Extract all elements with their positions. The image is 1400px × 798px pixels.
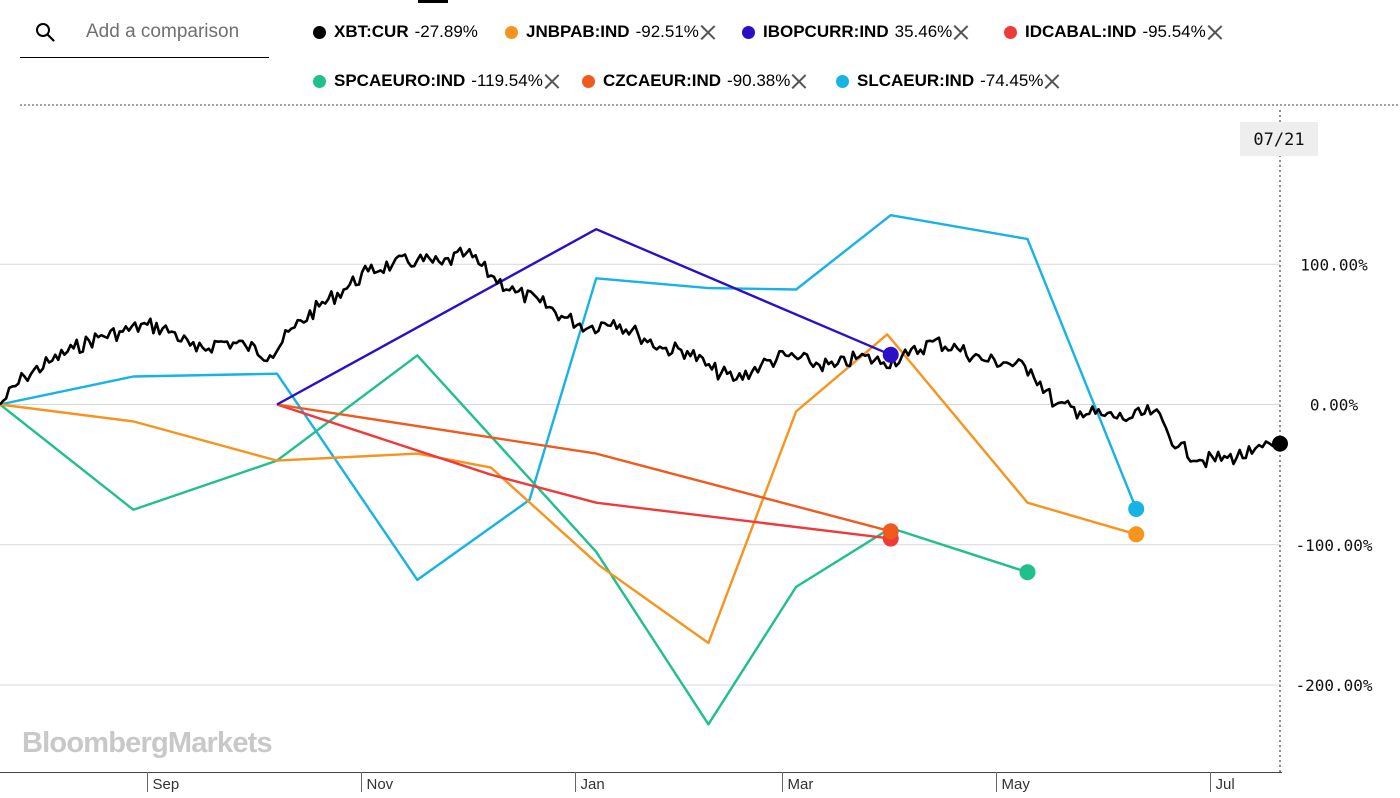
x-tick-label: Jul	[1216, 776, 1235, 793]
legend-symbol: IBOPCURR:IND	[763, 22, 889, 41]
legend-change: -95.54%	[1142, 22, 1206, 41]
y-tick-label: -200.00%	[1295, 676, 1372, 695]
crosshair-date-label: 07/21	[1253, 130, 1304, 150]
legend-item-ibopcurr-ind: IBOPCURR:IND 35.46%	[742, 18, 968, 46]
crosshair-date-box	[1240, 122, 1318, 156]
series-end-marker-ibopcurr-ind	[882, 346, 899, 363]
legend-item-jnbpab-ind: JNBPAB:IND -92.51%	[505, 18, 715, 46]
y-tick-label: 100.00%	[1300, 255, 1368, 274]
legend-color-dot	[313, 74, 326, 88]
legend-color-dot	[742, 25, 755, 39]
series-line-xbt-cur	[0, 246, 1281, 469]
legend-symbol: CZCAEUR:IND	[603, 71, 722, 90]
series-end-marker-xbt-cur	[1272, 435, 1288, 452]
legend-change: -92.51%	[635, 22, 699, 41]
series-end-marker-czcaeur-ind	[882, 523, 899, 540]
legend-change: -74.45%	[980, 71, 1044, 90]
x-axis: Sep Nov Jan Mar May Jul	[147, 772, 1235, 793]
legend-color-dot	[313, 25, 326, 39]
legend-item-slcaeur-ind: SLCAEUR:IND -74.45%	[836, 67, 1059, 95]
legend-item-idcabal-ind: IDCABAL:IND -95.54%	[1004, 18, 1222, 46]
legend-symbol: XBT:CUR	[334, 22, 409, 41]
series-layer	[0, 214, 1281, 726]
series-line-spcaeuro-ind	[0, 354, 1028, 726]
legend-color-dot	[505, 25, 518, 39]
legend-change: -119.54%	[471, 71, 543, 90]
search-icon	[36, 23, 55, 42]
legend-symbol: IDCABAL:IND	[1025, 22, 1137, 41]
y-tick-label: -100.00%	[1295, 536, 1372, 555]
y-axis: 100.00% 0.00% -100.00% -200.00%	[1295, 255, 1372, 695]
legend-color-dot	[582, 74, 595, 88]
endpoint-markers	[882, 346, 1288, 581]
series-line-czcaeur-ind	[276, 403, 892, 533]
x-tick-label: Nov	[367, 776, 394, 793]
series-line-idcabal-ind	[276, 403, 891, 540]
legend-symbol: JNBPAB:IND	[526, 22, 630, 41]
comparison-search-input[interactable]	[86, 18, 276, 46]
legend-symbol: SLCAEUR:IND	[857, 71, 975, 90]
legend-color-dot	[836, 74, 849, 88]
legend-change: -27.89%	[414, 22, 478, 41]
series-line-ibopcurr-ind	[276, 228, 892, 406]
x-tick-label: Jan	[581, 776, 605, 793]
series-end-marker-spcaeuro-ind	[1019, 564, 1036, 581]
top-edge-marker	[418, 0, 448, 3]
legend-color-dot	[1004, 25, 1017, 39]
legend-item-xbt-cur: XBT:CUR -27.89%	[313, 18, 478, 46]
legend-change: -90.38%	[727, 71, 791, 90]
series-end-marker-slcaeur-ind	[1128, 500, 1145, 517]
bloomberg-watermark: BloombergMarkets	[22, 727, 273, 759]
x-tick-label: May	[1002, 776, 1031, 793]
series-line-slcaeur-ind	[0, 214, 1138, 582]
legend-change: 35.46%	[894, 22, 953, 41]
gridlines	[0, 263, 1280, 686]
x-tick-label: Mar	[788, 776, 814, 793]
series-end-marker-jnbpab-ind	[1128, 526, 1145, 543]
legend-item-spcaeuro-ind: SPCAEURO:IND -119.54%	[313, 67, 559, 95]
legend-item-czcaeur-ind: CZCAEUR:IND -90.38%	[582, 67, 806, 95]
series-line-jnbpab-ind	[0, 333, 1137, 645]
x-tick-label: Sep	[153, 776, 180, 793]
legend-symbol: SPCAEURO:IND	[334, 71, 466, 90]
comparison-search	[20, 0, 276, 58]
y-tick-label: 0.00%	[1310, 396, 1359, 415]
